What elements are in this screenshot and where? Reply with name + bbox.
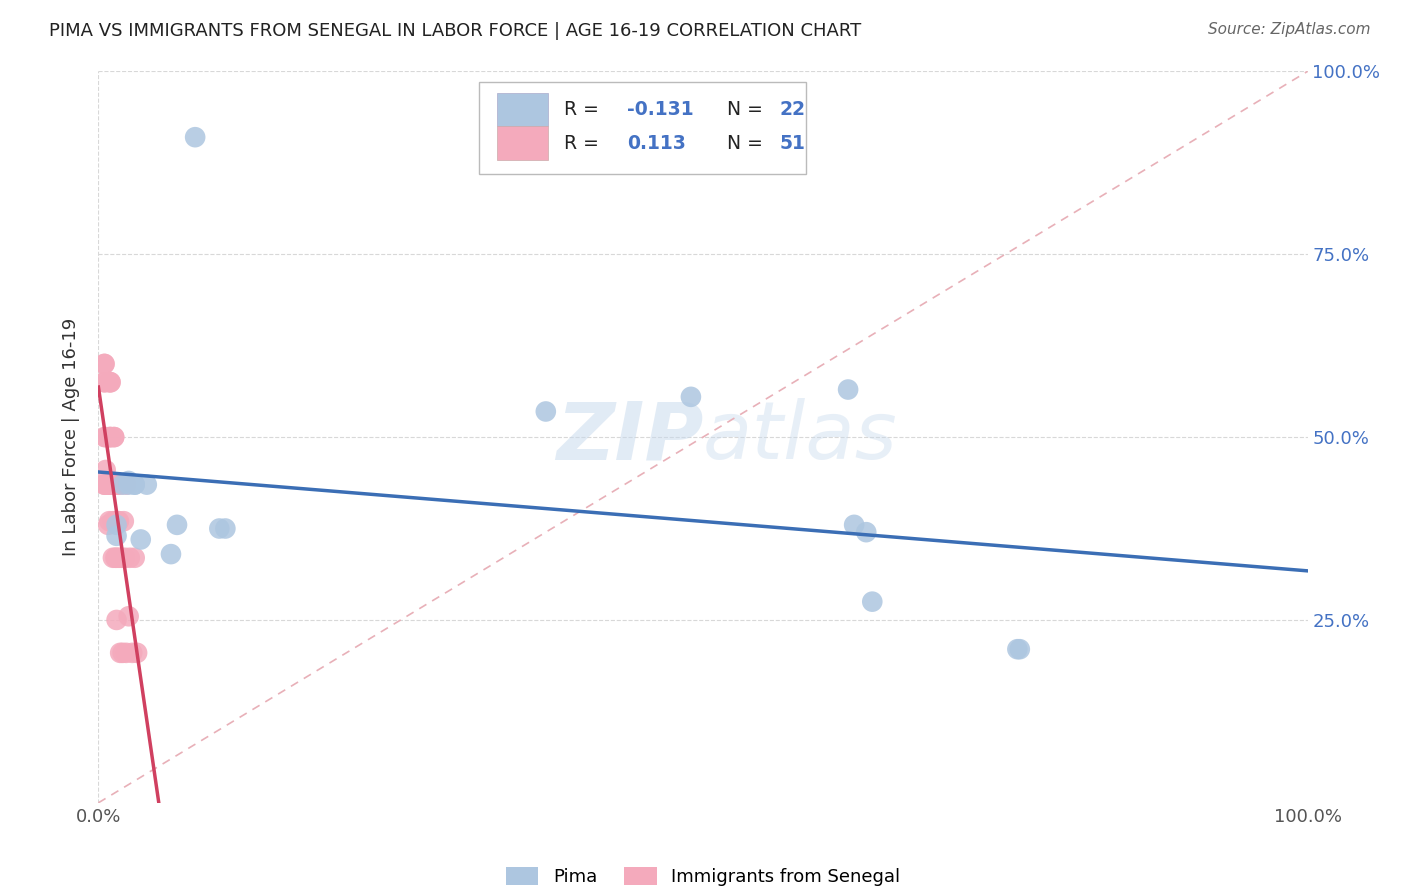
Point xyxy=(115,646,138,660)
Text: 22: 22 xyxy=(779,100,806,119)
FancyBboxPatch shape xyxy=(498,93,548,126)
Point xyxy=(124,477,146,491)
Point xyxy=(112,514,135,528)
Point xyxy=(104,514,127,528)
Point xyxy=(98,514,121,528)
Point xyxy=(108,646,131,660)
Point xyxy=(860,594,883,608)
Point xyxy=(98,430,121,444)
Text: N =: N = xyxy=(716,134,769,153)
Point xyxy=(104,477,127,491)
Point xyxy=(844,517,866,532)
Text: Source: ZipAtlas.com: Source: ZipAtlas.com xyxy=(1208,22,1371,37)
Point xyxy=(104,550,127,565)
FancyBboxPatch shape xyxy=(479,82,806,174)
Point xyxy=(108,477,131,491)
Point xyxy=(98,376,121,390)
Point xyxy=(94,477,117,491)
Point xyxy=(124,477,146,491)
Point xyxy=(107,514,129,528)
Point xyxy=(108,514,131,528)
Text: atlas: atlas xyxy=(703,398,898,476)
Point xyxy=(208,521,231,535)
Point xyxy=(105,613,128,627)
Point xyxy=(118,477,141,491)
Point xyxy=(93,376,115,390)
Point xyxy=(100,430,122,444)
Point xyxy=(98,477,121,491)
Point xyxy=(98,477,121,491)
Point xyxy=(100,376,122,390)
Point xyxy=(105,517,128,532)
Text: N =: N = xyxy=(716,100,769,119)
Point xyxy=(214,521,236,535)
Text: ZIP: ZIP xyxy=(555,398,703,476)
Point xyxy=(93,477,115,491)
Point xyxy=(118,609,141,624)
Text: PIMA VS IMMIGRANTS FROM SENEGAL IN LABOR FORCE | AGE 16-19 CORRELATION CHART: PIMA VS IMMIGRANTS FROM SENEGAL IN LABOR… xyxy=(49,22,862,40)
Point xyxy=(679,390,702,404)
Point xyxy=(110,550,132,565)
Point xyxy=(111,477,134,491)
Point xyxy=(105,550,128,565)
Point xyxy=(1007,642,1029,657)
Legend: Pima, Immigrants from Senegal: Pima, Immigrants from Senegal xyxy=(499,859,907,892)
Point xyxy=(94,430,117,444)
Point xyxy=(114,550,136,565)
Point xyxy=(108,550,131,565)
Point xyxy=(534,404,557,418)
Point xyxy=(100,376,122,390)
Point xyxy=(105,477,128,491)
FancyBboxPatch shape xyxy=(498,126,548,160)
Point xyxy=(129,533,152,547)
Point xyxy=(121,646,143,660)
Text: R =: R = xyxy=(564,134,605,153)
Text: -0.131: -0.131 xyxy=(627,100,693,119)
Point xyxy=(101,514,124,528)
Point xyxy=(127,646,149,660)
Point xyxy=(94,463,117,477)
Text: 0.113: 0.113 xyxy=(627,134,686,153)
Point xyxy=(101,477,124,491)
Point xyxy=(124,550,146,565)
Point xyxy=(855,525,877,540)
Point xyxy=(160,547,183,561)
Point xyxy=(115,477,138,491)
Point xyxy=(101,477,124,491)
Point xyxy=(111,646,134,660)
Point xyxy=(93,357,115,371)
Point xyxy=(135,477,157,491)
Text: R =: R = xyxy=(564,100,605,119)
Point xyxy=(118,474,141,488)
Y-axis label: In Labor Force | Age 16-19: In Labor Force | Age 16-19 xyxy=(62,318,80,557)
Point xyxy=(166,517,188,532)
Point xyxy=(105,477,128,491)
Point xyxy=(1008,642,1031,657)
Point xyxy=(104,477,127,491)
Point xyxy=(105,529,128,543)
Point xyxy=(118,550,141,565)
Point xyxy=(103,430,125,444)
Point xyxy=(837,383,859,397)
Point xyxy=(97,517,120,532)
Point xyxy=(93,430,115,444)
Point xyxy=(100,430,122,444)
Point xyxy=(93,376,115,390)
Point xyxy=(93,477,115,491)
Point xyxy=(93,357,115,371)
Point xyxy=(103,430,125,444)
Point xyxy=(98,477,121,491)
Point xyxy=(184,130,207,145)
Text: 51: 51 xyxy=(779,134,806,153)
Point xyxy=(101,550,124,565)
